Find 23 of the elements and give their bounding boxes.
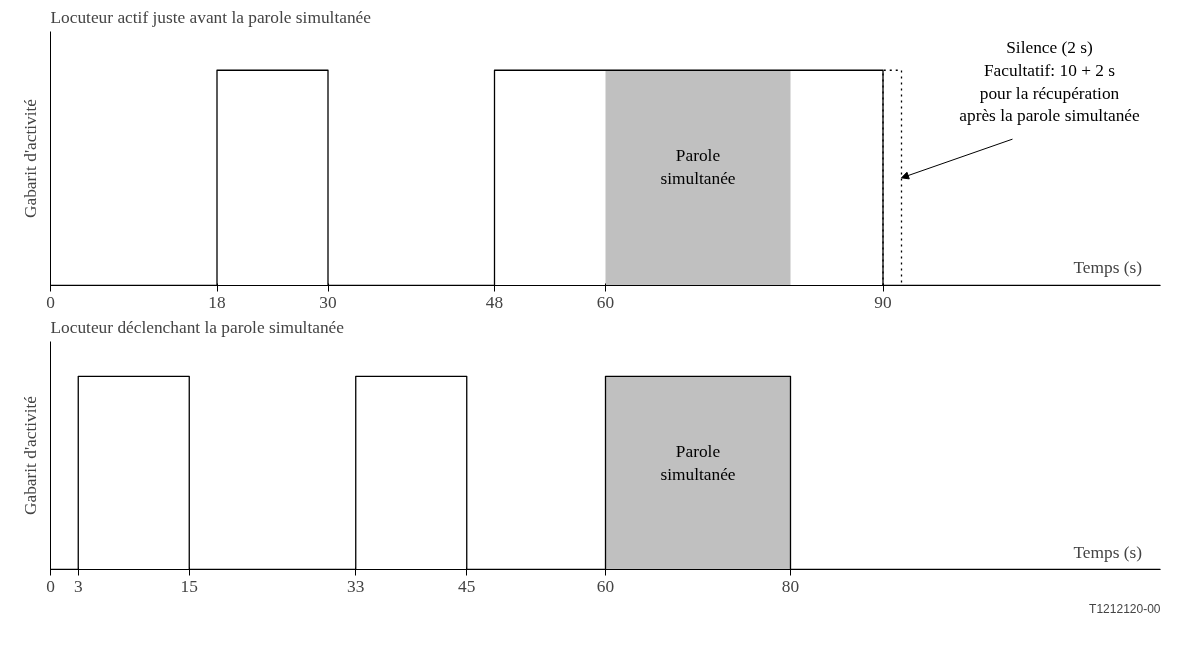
x-tick-label: 48	[485, 292, 504, 312]
x-tick-label: 0	[46, 292, 55, 312]
text: T1212120-00	[1089, 601, 1161, 616]
x-tick-label: 15	[180, 576, 198, 596]
x-tick-label: 90	[874, 292, 892, 312]
x-tick-label: 0	[46, 576, 55, 596]
y-axis-title: Gabarit d'activité	[20, 395, 40, 516]
x-axis-title: Temps (s)	[1073, 542, 1143, 562]
x-tick-label: 60	[596, 576, 615, 596]
x-tick-label: 33	[347, 576, 365, 596]
chart-title: Locuteur actif juste avant la parole simultanée	[50, 7, 372, 27]
y-axis-title: Gabarit d'activité	[20, 98, 40, 219]
band-label: Parole simultanée	[660, 146, 736, 189]
x-tick-label: 60	[596, 292, 615, 312]
x-tick-label: 80	[781, 576, 800, 596]
x-axis-title: Temps (s)	[1073, 257, 1143, 277]
x-tick-label: 3	[73, 576, 83, 596]
x-tick-label: 45	[458, 576, 476, 596]
chart-title: Locuteur déclenchant la parole simultanée	[50, 317, 345, 337]
x-tick-label: 30	[319, 292, 337, 312]
annotation: Silence (2 s) Facultatif: 10 + 2 s pour la récupération après la parole simultanée	[959, 37, 1141, 126]
band-label: Parole simultanée	[660, 442, 736, 485]
x-tick-label: 18	[208, 292, 226, 312]
